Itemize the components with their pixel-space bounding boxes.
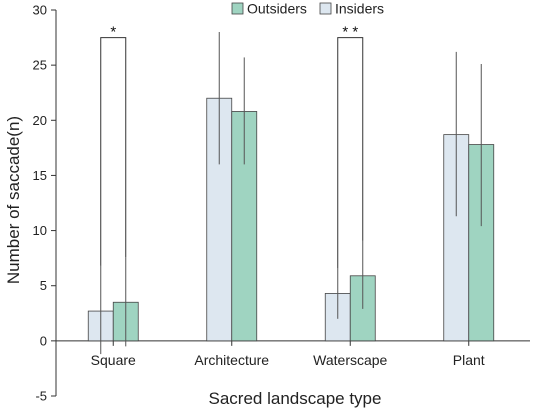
axes: -5 0 5 10 15 20 25 30 Square Architecture Watersca… xyxy=(33,3,530,404)
legend-swatch-outsiders xyxy=(231,2,244,15)
y-tick-label: 10 xyxy=(33,223,47,238)
legend-label-insiders: Insiders xyxy=(335,1,384,17)
y-tick-label: 25 xyxy=(33,58,47,73)
error-bars xyxy=(100,32,482,355)
legend-label-outsiders: Outsiders xyxy=(247,1,307,17)
bars xyxy=(87,97,495,342)
significance-bracket xyxy=(100,37,127,266)
x-tick-label: Square xyxy=(91,352,136,368)
y-tick-label: -5 xyxy=(35,389,47,404)
significance-label: * xyxy=(110,24,116,41)
y-axis-title: Number of saccade(n) xyxy=(4,116,23,284)
significance-label: * * xyxy=(342,24,358,41)
x-tick-label: Waterscape xyxy=(313,352,387,368)
y-tick-label: 20 xyxy=(33,113,47,128)
y-tick-label: 0 xyxy=(40,333,47,348)
significance-markers: * * * xyxy=(100,24,364,269)
x-tick-label: Plant xyxy=(453,352,485,368)
significance-bracket xyxy=(337,37,364,269)
x-axis-title: Sacred landscape type xyxy=(209,389,382,408)
legend: Outsiders Insiders xyxy=(231,1,384,17)
y-tick-label: 15 xyxy=(33,168,47,183)
x-tick-label: Architecture xyxy=(194,352,269,368)
legend-swatch-insiders xyxy=(319,2,332,15)
y-tick-label: 30 xyxy=(33,3,47,18)
y-tick-label: 5 xyxy=(40,278,47,293)
